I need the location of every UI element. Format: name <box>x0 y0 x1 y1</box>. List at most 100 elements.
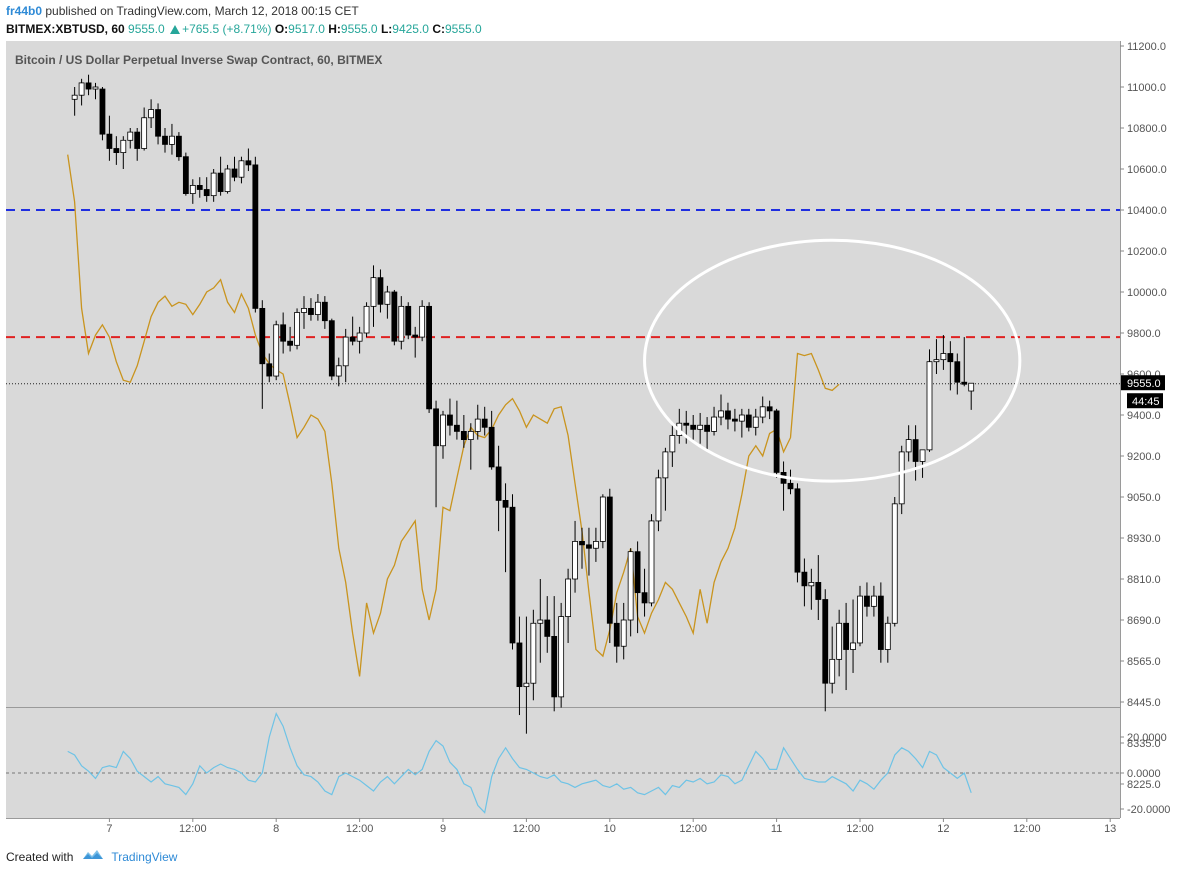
candle-body <box>148 109 155 119</box>
candle-body <box>593 541 599 549</box>
candle-body <box>488 426 495 468</box>
candle <box>474 404 481 440</box>
candle <box>544 596 551 653</box>
candle-body <box>474 418 481 432</box>
candle <box>467 423 474 470</box>
candle <box>182 152 189 196</box>
candle-body <box>579 541 585 546</box>
candle <box>169 123 175 155</box>
candle-body <box>537 619 544 624</box>
tradingview-logo-icon[interactable] <box>81 848 105 865</box>
candle <box>829 626 836 694</box>
countdown-badge <box>1127 393 1163 409</box>
oscillator-line <box>67 712 972 814</box>
candle <box>426 302 433 413</box>
candle-body <box>349 336 356 342</box>
time-tick-label: 11 <box>771 823 782 835</box>
candle <box>349 316 356 346</box>
price-tick-label: 10400.0 <box>1127 205 1167 217</box>
price-tick-label: 8335.0 <box>1127 738 1161 750</box>
candle <box>648 514 655 607</box>
up-arrow-icon <box>170 25 181 34</box>
candle <box>440 410 446 459</box>
candle-body <box>801 571 808 587</box>
candle-body <box>815 582 822 600</box>
candle <box>523 616 530 734</box>
candle <box>864 582 870 617</box>
time-tick-label: 12:00 <box>513 823 541 835</box>
chart-title: Bitcoin / US Dollar Perpetual Inverse Sw… <box>15 53 382 67</box>
time-tick-label: 9 <box>440 823 446 835</box>
candle <box>898 445 905 515</box>
candle <box>690 415 697 440</box>
candle-body <box>196 184 203 190</box>
candle <box>433 400 439 508</box>
candle <box>759 396 766 424</box>
candle-body <box>572 541 578 580</box>
candle <box>210 169 217 202</box>
price-tick-label: 9050.0 <box>1127 492 1161 504</box>
price-tick-label: 9800.0 <box>1127 328 1161 340</box>
candle-body <box>92 86 99 90</box>
candle-body <box>495 466 502 501</box>
candle <box>175 132 182 161</box>
osc-tick-label: 0.0000 <box>1127 768 1161 780</box>
open-label: O: <box>274 22 289 36</box>
candle-body <box>287 340 294 346</box>
candle <box>620 602 627 660</box>
price-tick-label: 8810.0 <box>1127 574 1161 586</box>
candle-body <box>808 582 815 587</box>
candle <box>537 579 544 663</box>
candle <box>99 87 106 141</box>
candle-body <box>419 305 426 338</box>
candle-body <box>530 622 537 684</box>
candle <box>850 599 856 673</box>
candle <box>321 296 328 329</box>
candle-body <box>182 156 189 194</box>
time-tick-label: 12:00 <box>846 823 874 835</box>
candle-body <box>460 430 467 440</box>
candle-body <box>481 418 488 428</box>
candle <box>120 136 127 169</box>
candle <box>189 179 196 204</box>
oscillator-pane-background <box>6 708 1120 818</box>
candle-body <box>662 451 669 479</box>
candle-body <box>405 305 412 336</box>
candle-body <box>704 424 710 432</box>
price-tick-label: 8690.0 <box>1127 615 1161 627</box>
time-tick-label: 10 <box>604 823 616 835</box>
candle-body <box>558 616 565 698</box>
candle <box>599 494 606 549</box>
candle <box>516 616 523 716</box>
publisher-username[interactable]: fr44b0 <box>6 4 43 18</box>
symbol-ohlc-line: BITMEX:XBTUSD, 60 9555.0 +765.5 (+8.71%)… <box>6 22 482 36</box>
candle <box>606 488 613 643</box>
candle-body <box>308 307 314 315</box>
candle-body <box>210 172 217 197</box>
candle-body <box>641 592 648 604</box>
candle <box>738 408 745 438</box>
candle <box>113 136 120 165</box>
candle-body <box>356 332 363 342</box>
candle-body <box>169 135 175 145</box>
price-tick-label: 8930.0 <box>1127 533 1161 545</box>
candle <box>919 449 926 478</box>
candle <box>961 337 968 387</box>
candle-body <box>509 506 516 644</box>
candle-body <box>440 414 446 447</box>
candle-body <box>766 406 773 412</box>
candle-body <box>217 172 224 192</box>
price-change: +765.5 (+8.71%) <box>182 22 272 36</box>
candle <box>363 302 370 338</box>
candle-body <box>745 414 752 428</box>
candle <box>711 406 717 436</box>
tradingview-link[interactable]: TradingView <box>111 849 178 864</box>
candle-body <box>106 133 113 149</box>
candle-body <box>732 418 738 422</box>
candle-body <box>787 482 794 490</box>
high-label: H: <box>328 22 341 36</box>
footer: Created with TradingView <box>6 848 177 865</box>
candle <box>502 483 509 573</box>
candle-body <box>968 382 975 392</box>
